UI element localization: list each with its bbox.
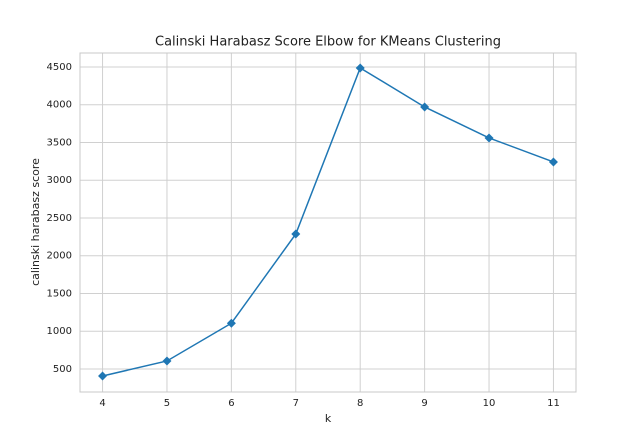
x-tick-label: 11	[547, 398, 560, 409]
x-axis-label: k	[325, 412, 332, 425]
chart-title: Calinski Harabasz Score Elbow for KMeans…	[155, 35, 501, 50]
x-tick-label: 6	[228, 398, 234, 409]
marker	[162, 356, 172, 366]
x-tick-label: 5	[164, 398, 170, 409]
y-tick-label: 2500	[47, 213, 72, 224]
marker	[548, 157, 558, 167]
y-tick-label: 1000	[47, 326, 72, 337]
y-tick-label: 4000	[47, 100, 72, 111]
x-tick-label: 7	[293, 398, 299, 409]
marker	[420, 102, 430, 112]
marker	[291, 229, 301, 239]
x-tick-label: 8	[357, 398, 363, 409]
y-tick-label: 3000	[47, 175, 72, 186]
plot-frame	[79, 52, 577, 393]
marker	[355, 63, 365, 73]
y-tick-label: 500	[53, 364, 72, 375]
y-tick-label: 2000	[47, 251, 72, 262]
marker	[98, 371, 108, 381]
x-tick-label: 9	[421, 398, 427, 409]
y-axis-label: calinski harabasz score	[29, 158, 42, 286]
x-tick-label: 4	[99, 398, 105, 409]
line	[102, 66, 554, 377]
y-tick-label: 3500	[47, 137, 72, 148]
marker	[484, 133, 494, 143]
y-tick-label: 4500	[47, 62, 72, 73]
x-tick-label: 10	[483, 398, 496, 409]
y-tick-label: 1500	[47, 288, 72, 299]
marker	[226, 318, 236, 328]
